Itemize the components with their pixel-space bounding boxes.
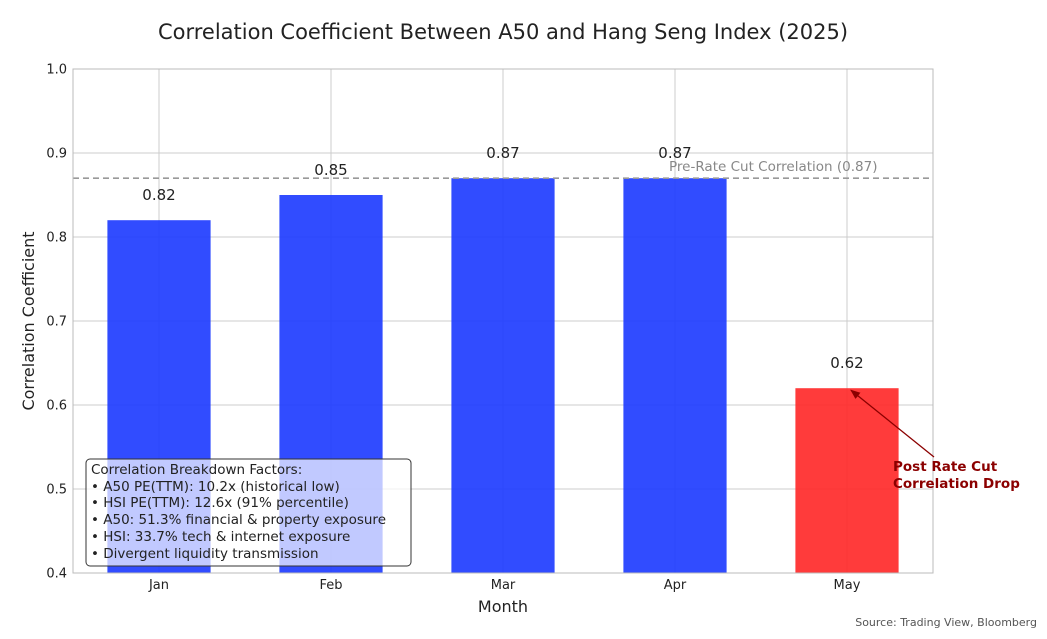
x-tick-label: Apr — [664, 578, 687, 593]
y-tick-label: 0.7 — [46, 315, 67, 330]
x-tick-label: Mar — [491, 578, 516, 593]
info-box-item: • A50 PE(TTM): 10.2x (historical low) — [91, 479, 340, 495]
x-axis-label: Month — [478, 597, 528, 616]
source-note: Source: Trading View, Bloomberg — [855, 616, 1037, 629]
info-box: Correlation Breakdown Factors: • A50 PE(… — [85, 458, 412, 567]
annotation-line-1: Post Rate Cut — [893, 459, 998, 475]
info-box-item: • Divergent liquidity transmission — [91, 546, 319, 562]
bar-mar — [451, 178, 555, 573]
chart-title: Correlation Coefficient Between A50 and … — [158, 20, 848, 44]
bar-value-label: 0.82 — [142, 186, 175, 204]
x-tick-label: Jan — [148, 578, 169, 593]
x-tick-label: Feb — [319, 578, 342, 593]
bar-apr — [623, 178, 727, 573]
info-box-item: • A50: 51.3% financial & property exposu… — [91, 512, 386, 528]
annotation-arrow — [850, 389, 935, 458]
bar-may — [795, 388, 899, 573]
bar-value-label: 0.87 — [658, 144, 691, 162]
info-box-item: • HSI: 33.7% tech & internet exposure — [91, 529, 350, 545]
y-tick-label: 1.0 — [46, 63, 67, 78]
info-box-title: Correlation Breakdown Factors: — [91, 462, 302, 478]
bar-value-label: 0.87 — [486, 144, 519, 162]
x-tick-label: May — [834, 578, 861, 593]
y-tick-label: 0.6 — [46, 399, 67, 414]
y-tick-label: 0.8 — [46, 231, 67, 246]
reference-line-label: Pre-Rate Cut Correlation (0.87) — [669, 159, 877, 175]
annotation-line-2: Correlation Drop — [893, 476, 1020, 492]
info-box-frame — [85, 458, 412, 567]
bar-value-label: 0.85 — [314, 161, 347, 179]
labels-layer: 0.82 0.85 0.87 0.87 0.62 — [142, 144, 863, 372]
info-box-item: • HSI PE(TTM): 12.6x (91% percentile) — [91, 495, 349, 511]
axes-layer: 0.4 0.5 0.6 0.7 0.8 0.9 1.0 Jan Feb Mar Apr May — [46, 63, 934, 593]
y-tick-label: 0.5 — [46, 483, 67, 498]
bar-value-label: 0.62 — [830, 354, 863, 372]
annotation: Post Rate Cut Correlation Drop — [850, 389, 1020, 492]
y-tick-label: 0.4 — [46, 567, 67, 582]
plot-frame — [72, 68, 934, 574]
y-tick-label: 0.9 — [46, 147, 67, 162]
y-axis-label: Correlation Coefficient — [19, 231, 38, 410]
